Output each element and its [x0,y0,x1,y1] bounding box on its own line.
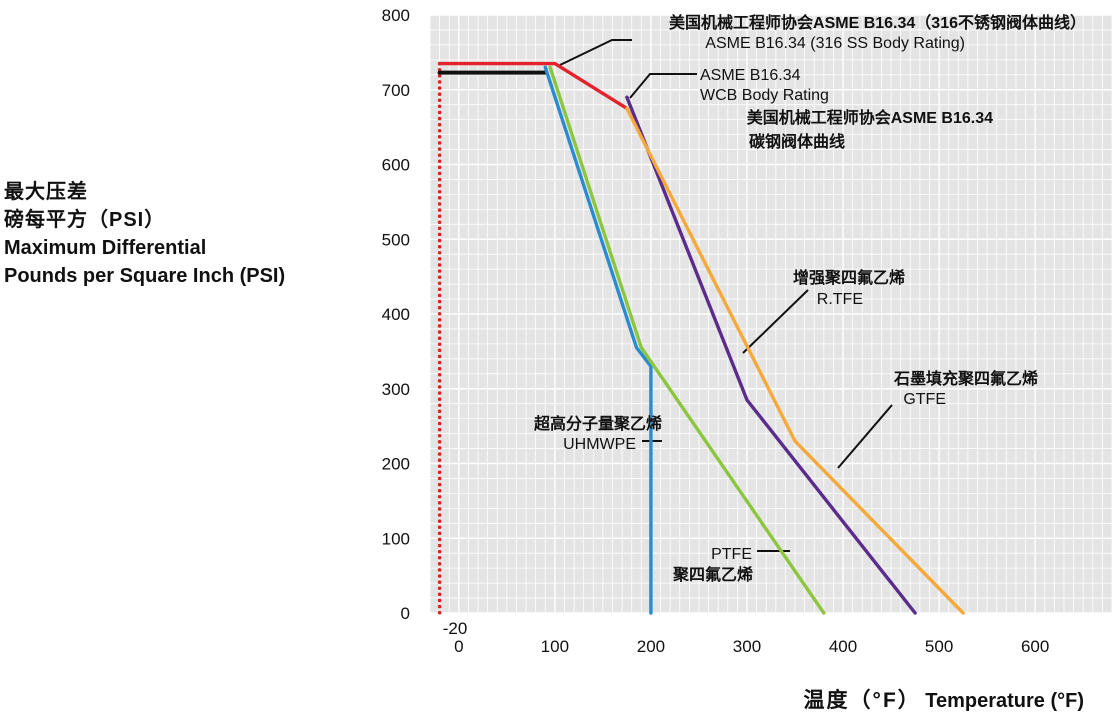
annotation-rtfe-en: R.TFE [817,291,863,308]
annotation-asme-wcb-zh-2: 碳钢阀体曲线 [749,132,845,151]
annotation-gtfe-zh: 石墨填充聚四氟乙烯 [893,369,1038,388]
x-axis-title-en: Temperature (°F) [925,690,1084,712]
annotation-uhmwpe-zh: 超高分子量聚乙烯 [533,414,662,433]
annotation-asme-316-en: ASME B16.34 (316 SS Body Rating) [705,35,965,52]
series-line-uhmwpe [543,65,653,615]
y-tick-label: 400 [382,305,410,324]
y-tick-label: 700 [382,81,410,100]
x-tick-label: 600 [1021,637,1049,656]
annotation-rtfe-zh: 增强聚四氟乙烯 [793,268,905,287]
annotation-asme-wcb-en-2: WCB Body Rating [700,87,829,104]
x-axis-title: 温度（°F） Temperature (°F) [804,684,1084,714]
y-tick-labels: 0 100 200 300 400 500 600 700 800 [382,6,410,623]
x-tick-label: 300 [733,637,761,656]
x-tick-label: 100 [541,637,569,656]
annotation-leader-line [629,73,697,99]
annotation-leader-line [837,404,893,469]
series-line-asme-b16-34-316-ss-body-rating- [437,61,629,111]
series-line-gtfe [625,106,965,615]
x-tick-label-min: -20 [443,619,468,638]
x-tick-label: 0 [454,637,463,656]
series-line-r-tfe [625,95,917,615]
annotation-asme-316-zh: 美国机械工程师协会ASME B16.34（316不锈钢阀体曲线） [669,13,1086,32]
annotation-uhmwpe-en: UHMWPE [563,436,636,453]
y-tick-label: 500 [382,230,410,249]
y-axis-title-zh-2: 磅每平方（PSI） [4,209,166,231]
x-tick-labels: 0 100 200 300 400 500 600 [454,637,1049,656]
y-tick-label: 300 [382,380,410,399]
x-tick-label: 500 [925,637,953,656]
y-tick-label: 800 [382,6,410,25]
annotation-asme-wcb-zh-1: 美国机械工程师协会ASME B16.34 [747,108,993,127]
x-axis-title-zh: 温度（°F） [803,689,921,712]
y-axis-title: 最大压差 磅每平方（PSI） Maximum Differential Poun… [4,178,285,290]
annotations: 美国机械工程师协会ASME B16.34（316不锈钢阀体曲线） ASME B1… [533,13,1086,584]
leader-lines [559,39,893,552]
annotation-gtfe-en: GTFE [903,391,946,408]
annotation-asme-wcb-en-1: ASME B16.34 [700,67,801,84]
y-tick-label: 0 [401,604,410,623]
annotation-leader-line [742,289,809,354]
annotation-ptfe-en: PTFE [711,546,752,563]
y-tick-label: 100 [382,529,410,548]
y-tick-label: 200 [382,455,410,474]
y-axis-title-en-2: Pounds per Square Inch (PSI) [4,265,286,287]
x-tick-label: 400 [829,637,857,656]
y-axis-title-en-1: Maximum Differential [4,237,207,259]
annotation-leader-line [559,39,632,66]
series-line-ptfe [548,65,826,615]
y-tick-label: 600 [382,156,410,175]
annotation-ptfe-zh: 聚四氟乙烯 [672,565,753,584]
grid [429,14,1112,614]
y-axis-title-zh-1: 最大压差 [4,181,88,203]
series-lines [437,61,965,615]
x-tick-label: 200 [637,637,665,656]
